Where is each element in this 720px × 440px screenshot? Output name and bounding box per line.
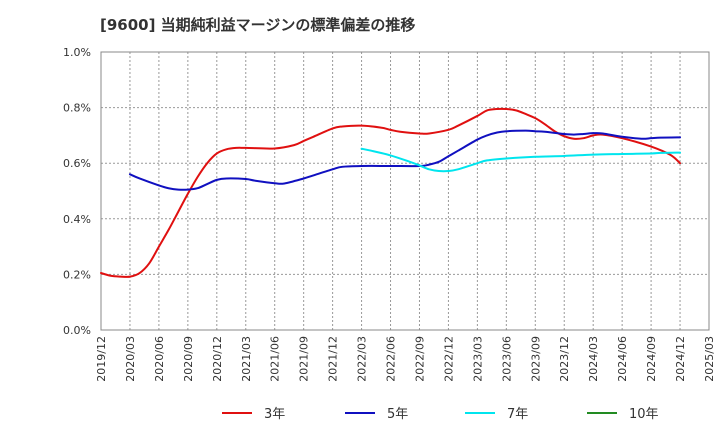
x-tick-label: 2020/12: [211, 336, 224, 382]
legend-label: 5年: [387, 407, 408, 422]
plot-border: [100, 51, 710, 331]
plot-area: [101, 52, 709, 330]
y-tick-label: 0.0%: [63, 324, 91, 337]
series-line-2: [128, 129, 682, 191]
x-tick-label: 2025/03: [703, 336, 716, 382]
x-tick-label: 2020/03: [124, 336, 137, 382]
y-tick-label: 0.8%: [63, 102, 91, 115]
legend: 3年 5年 7年 10年: [222, 407, 659, 422]
x-tick-label: 2021/12: [327, 336, 340, 382]
x-tick-label: 2022/09: [413, 336, 426, 382]
y-tick-label: 0.6%: [63, 157, 91, 170]
x-tick-label: 2024/09: [645, 336, 658, 382]
axes: 0.0% 0.2% 0.4% 0.6% 0.8% 1.0% 2019/12 2020/03 20…: [63, 46, 716, 382]
y-tick-label: 0.2%: [63, 268, 91, 281]
y-tick-label: 1.0%: [63, 46, 91, 59]
x-tick-label: 2021/06: [269, 336, 282, 382]
series-lines: [100, 107, 682, 278]
x-tick-label: 2024/03: [587, 336, 600, 382]
x-tick-label: 2023/12: [558, 336, 571, 382]
series-line-3: [360, 147, 682, 173]
x-tick-label: 2020/09: [182, 336, 195, 382]
x-tick-label: 2024/06: [616, 336, 629, 382]
y-tick-label: 0.4%: [63, 213, 91, 226]
x-tick-label: 2022/12: [442, 336, 455, 382]
x-tick-label: 2021/09: [298, 336, 311, 382]
x-tick-label: 2019/12: [95, 336, 108, 382]
series-line-1: [100, 107, 682, 278]
legend-label: 7年: [507, 407, 528, 422]
chart-title: [9600] 当期純利益マージンの標準偏差の推移: [100, 16, 416, 34]
legend-label: 10年: [629, 407, 659, 422]
x-tick-label: 2020/06: [153, 336, 166, 382]
x-tick-label: 2022/06: [385, 336, 398, 382]
grid-lines: [101, 52, 709, 330]
legend-label: 3年: [264, 407, 285, 422]
x-tick-label: 2023/03: [471, 336, 484, 382]
x-tick-label: 2023/06: [500, 336, 513, 382]
x-tick-label: 2023/09: [529, 336, 542, 382]
x-tick-label: 2022/03: [356, 336, 369, 382]
x-tick-label: 2024/12: [674, 336, 687, 382]
x-tick-label: 2021/03: [240, 336, 253, 382]
